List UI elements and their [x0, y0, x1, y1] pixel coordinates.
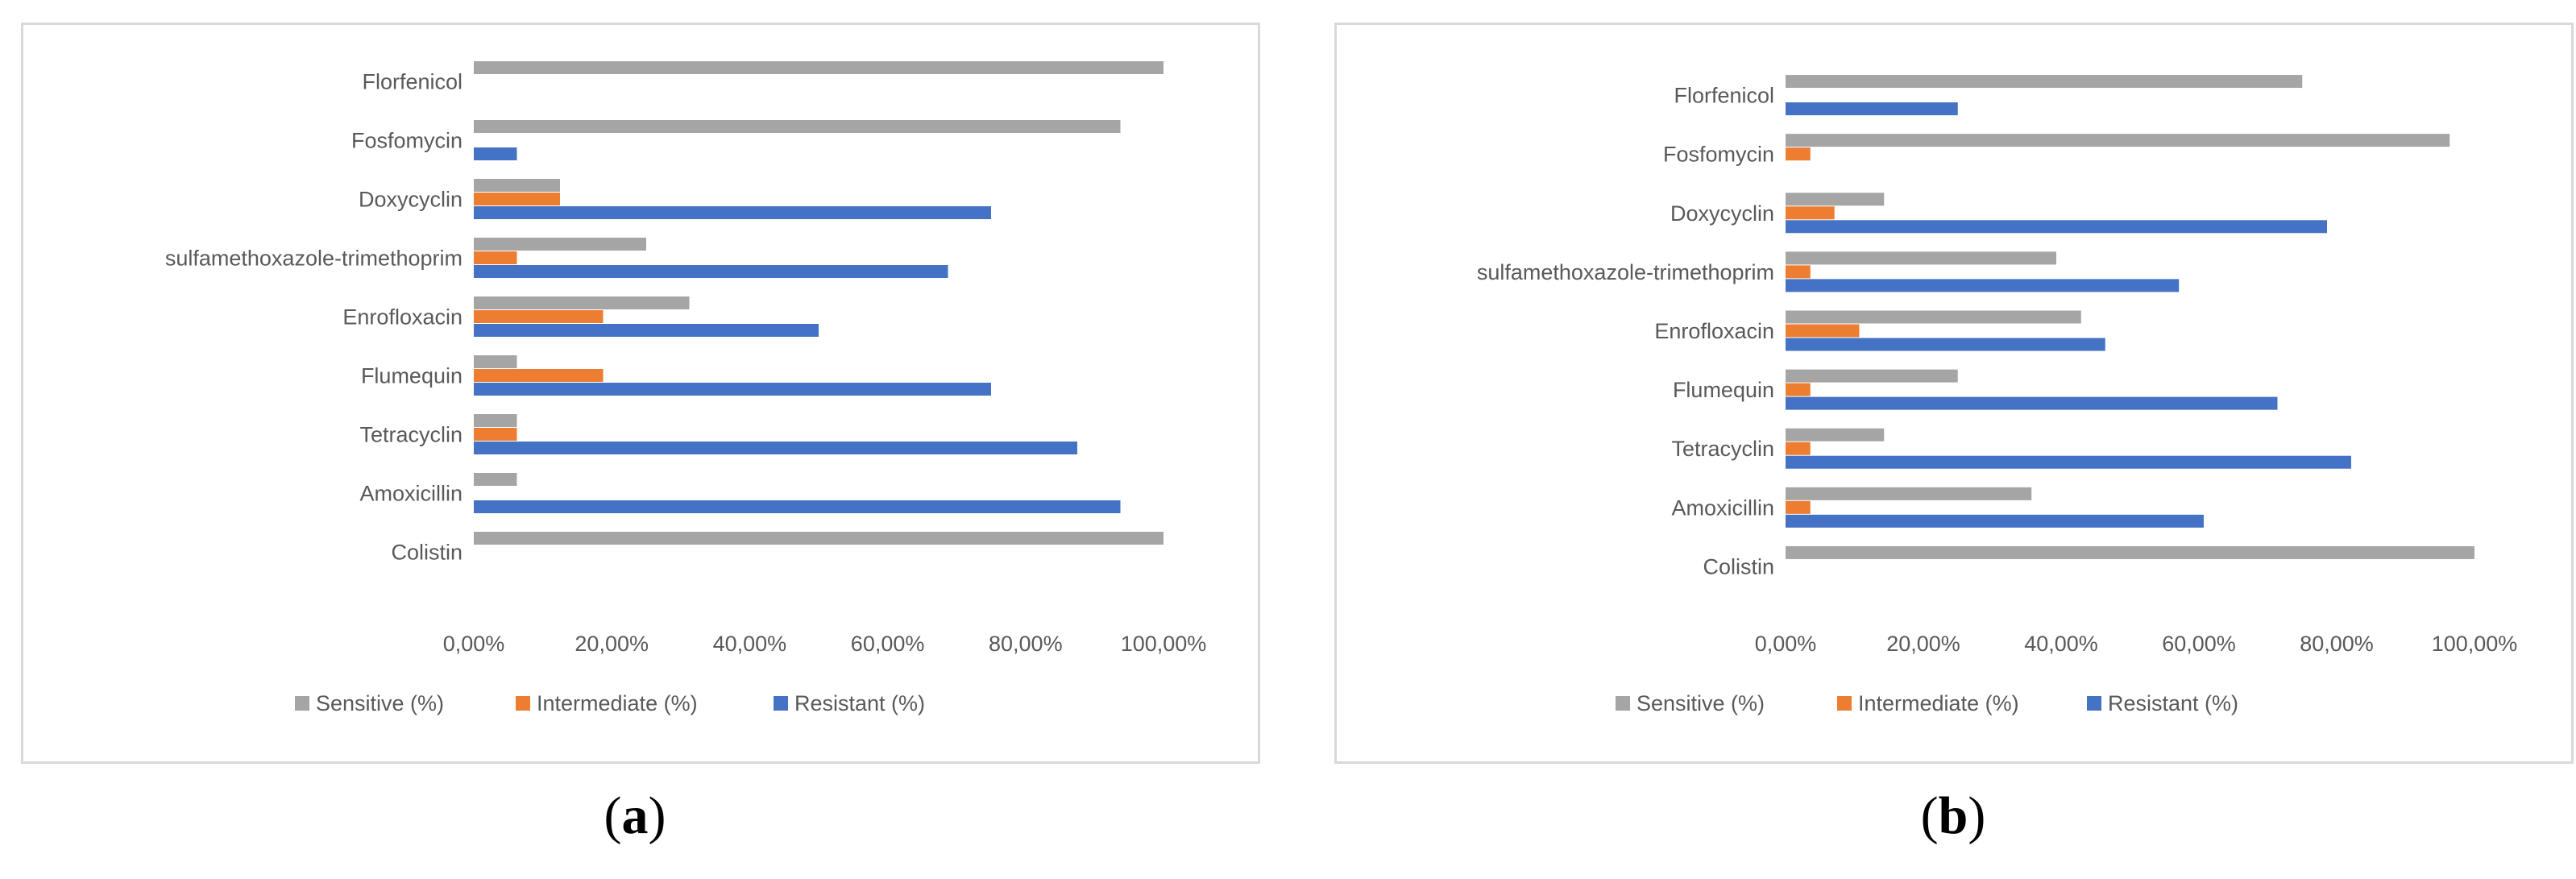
category-label: Flumequin	[1673, 378, 1774, 402]
category-label: Tetracyclin	[1671, 437, 1774, 461]
legend-label: Intermediate (%)	[537, 691, 698, 715]
bar	[474, 442, 1077, 454]
bar	[474, 296, 690, 309]
bar	[1786, 383, 1811, 396]
x-tick-label: 100,00%	[2432, 632, 2518, 656]
x-tick-label: 60,00%	[2162, 632, 2236, 656]
bar	[474, 193, 560, 205]
legend-label: Intermediate (%)	[1858, 691, 2019, 715]
bar	[1786, 193, 1885, 206]
bar	[474, 532, 1164, 545]
bar	[474, 61, 1164, 74]
category-label: Colistin	[1703, 554, 1774, 578]
category-label: Amoxicillin	[359, 482, 463, 506]
bar	[474, 369, 604, 382]
x-tick-label: 0,00%	[1755, 632, 1817, 656]
x-tick-label: 40,00%	[713, 632, 787, 656]
bar	[474, 238, 646, 251]
category-label: sulfamethoxazole-trimethoprim	[1477, 260, 1774, 284]
x-tick-label: 60,00%	[851, 632, 925, 656]
bar	[1786, 102, 1958, 116]
bar	[1786, 206, 1835, 220]
bar	[474, 120, 1121, 133]
x-tick-label: 20,00%	[1886, 632, 1960, 656]
legend-label: Sensitive (%)	[1636, 691, 1765, 715]
x-tick-label: 20,00%	[575, 632, 649, 656]
category-label: Doxycyclin	[1670, 201, 1774, 226]
bar	[1786, 545, 2474, 559]
bar	[1786, 147, 1811, 161]
bar	[474, 179, 560, 192]
bar	[474, 310, 604, 323]
category-label: Flumequin	[361, 364, 463, 388]
legend-label: Resistant (%)	[2108, 691, 2238, 715]
bar	[1786, 428, 1885, 442]
bar	[474, 414, 517, 427]
legend-swatch	[1837, 696, 1852, 711]
category-label: sulfamethoxazole-trimethoprim	[165, 247, 463, 271]
bar	[1786, 396, 2278, 410]
bar	[474, 500, 1121, 513]
category-label: Enrofloxacin	[342, 305, 463, 330]
bar	[1786, 487, 2032, 500]
panel-label-a: (a)	[604, 786, 666, 845]
x-tick-label: 40,00%	[2024, 632, 2098, 656]
legend-swatch	[516, 696, 530, 711]
panel-label-b: (b)	[1920, 786, 1986, 845]
x-tick-label: 80,00%	[2300, 632, 2374, 656]
bar	[1786, 369, 1958, 383]
bar	[1786, 500, 1811, 514]
category-label: Florfenicol	[1674, 84, 1774, 108]
x-tick-label: 80,00%	[989, 632, 1063, 656]
category-label: Florfenicol	[362, 70, 463, 94]
bar	[1786, 251, 2057, 265]
legend-label: Sensitive (%)	[316, 691, 444, 715]
bar	[1786, 514, 2204, 528]
bar	[474, 147, 517, 160]
bar	[474, 383, 991, 396]
legend-label: Resistant (%)	[794, 691, 925, 715]
bar	[1786, 442, 1811, 455]
category-label: Enrofloxacin	[1654, 319, 1774, 343]
bar	[474, 428, 517, 441]
bar	[474, 473, 517, 486]
legend-swatch	[1616, 696, 1630, 711]
bar	[1786, 324, 1860, 338]
bar	[1786, 455, 2351, 469]
x-tick-label: 0,00%	[443, 632, 505, 656]
legend-swatch	[2087, 696, 2101, 711]
category-label: Tetracyclin	[359, 423, 463, 447]
bar	[1786, 220, 2328, 234]
bar	[1786, 279, 2180, 292]
bar	[1786, 75, 2303, 89]
bar	[474, 206, 991, 219]
bar	[474, 355, 517, 368]
legend-swatch	[774, 696, 788, 711]
bar	[474, 265, 948, 278]
bar	[1786, 265, 1811, 279]
category-label: Fosfomycin	[1663, 143, 1774, 167]
legend-swatch	[295, 696, 309, 711]
bar	[474, 251, 517, 264]
category-label: Colistin	[391, 541, 463, 565]
bar	[1786, 338, 2105, 351]
bar	[474, 324, 819, 337]
category-label: Doxycyclin	[359, 188, 463, 212]
category-label: Fosfomycin	[351, 129, 463, 153]
category-label: Amoxicillin	[1671, 495, 1774, 520]
x-tick-label: 100,00%	[1121, 632, 1207, 656]
bar	[1786, 310, 2081, 324]
bar	[1786, 134, 2450, 147]
